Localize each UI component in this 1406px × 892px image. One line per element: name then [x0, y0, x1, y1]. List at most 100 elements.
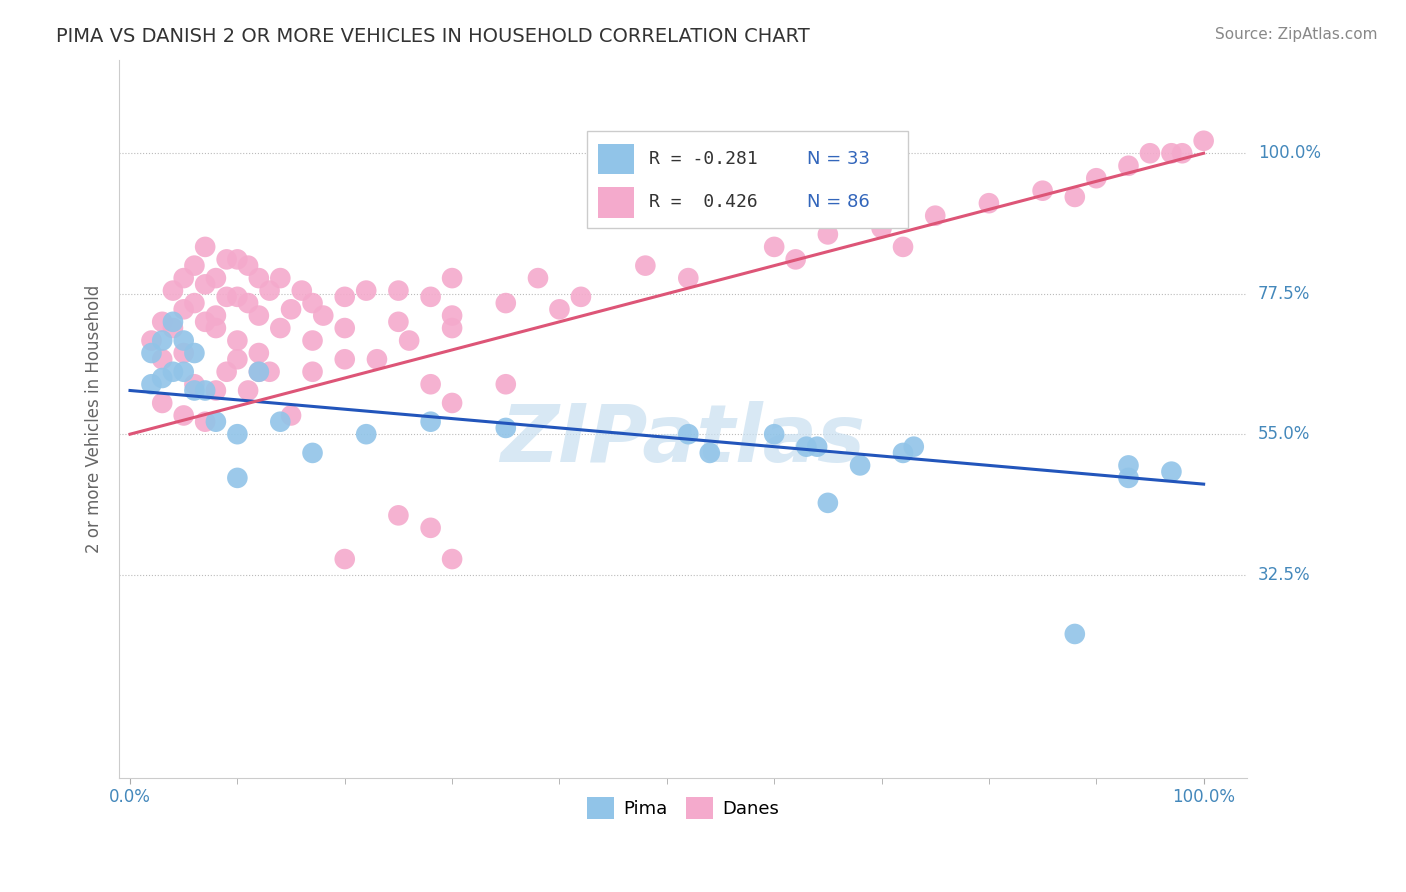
- Point: [903, 440, 925, 454]
- Point: [194, 277, 217, 292]
- Point: [226, 352, 249, 367]
- Point: [1160, 465, 1182, 479]
- Point: [634, 259, 657, 273]
- Point: [226, 252, 249, 267]
- Point: [205, 271, 228, 285]
- Point: [891, 240, 914, 254]
- Point: [419, 415, 441, 429]
- Point: [441, 552, 464, 566]
- Point: [150, 315, 173, 329]
- Point: [301, 446, 323, 460]
- Point: [849, 458, 872, 473]
- Point: [205, 309, 228, 323]
- Point: [312, 309, 335, 323]
- Point: [247, 365, 270, 379]
- Point: [441, 321, 464, 335]
- Point: [495, 296, 517, 310]
- Point: [419, 377, 441, 392]
- Point: [1160, 146, 1182, 161]
- Point: [162, 365, 184, 379]
- Text: 55.0%: 55.0%: [1258, 425, 1310, 443]
- Point: [280, 302, 302, 317]
- Point: [173, 334, 195, 348]
- Point: [194, 384, 217, 398]
- Text: Source: ZipAtlas.com: Source: ZipAtlas.com: [1215, 27, 1378, 42]
- Point: [333, 290, 356, 304]
- Text: N = 86: N = 86: [807, 193, 870, 211]
- Point: [226, 427, 249, 442]
- Point: [419, 521, 441, 535]
- Point: [527, 271, 550, 285]
- Point: [173, 302, 195, 317]
- Point: [194, 415, 217, 429]
- Point: [495, 421, 517, 435]
- Point: [247, 309, 270, 323]
- Point: [796, 440, 818, 454]
- FancyBboxPatch shape: [599, 187, 634, 218]
- Point: [183, 384, 205, 398]
- Text: 77.5%: 77.5%: [1258, 285, 1310, 302]
- Point: [785, 252, 807, 267]
- Point: [806, 440, 828, 454]
- Point: [441, 396, 464, 410]
- Point: [301, 296, 323, 310]
- FancyBboxPatch shape: [588, 131, 908, 228]
- Point: [162, 315, 184, 329]
- Point: [205, 321, 228, 335]
- Point: [269, 271, 291, 285]
- Point: [398, 334, 420, 348]
- Text: PIMA VS DANISH 2 OR MORE VEHICLES IN HOUSEHOLD CORRELATION CHART: PIMA VS DANISH 2 OR MORE VEHICLES IN HOU…: [56, 27, 810, 45]
- Point: [333, 321, 356, 335]
- Point: [817, 227, 839, 242]
- Point: [354, 427, 377, 442]
- Point: [977, 196, 1000, 211]
- Point: [173, 271, 195, 285]
- Point: [678, 427, 700, 442]
- Point: [141, 377, 163, 392]
- Point: [699, 446, 721, 460]
- Point: [354, 284, 377, 298]
- Point: [817, 496, 839, 510]
- Point: [1032, 184, 1054, 198]
- Point: [1085, 171, 1108, 186]
- Point: [1063, 190, 1085, 204]
- Point: [215, 252, 238, 267]
- Point: [387, 508, 409, 523]
- Point: [763, 427, 786, 442]
- Point: [301, 365, 323, 379]
- Point: [269, 415, 291, 429]
- Point: [291, 284, 314, 298]
- Point: [173, 409, 195, 423]
- Point: [247, 271, 270, 285]
- Point: [548, 302, 571, 317]
- Point: [441, 309, 464, 323]
- Point: [569, 290, 592, 304]
- Text: 32.5%: 32.5%: [1258, 566, 1310, 583]
- Point: [495, 377, 517, 392]
- Point: [247, 346, 270, 360]
- Point: [162, 321, 184, 335]
- Legend: Pima, Danes: Pima, Danes: [581, 789, 786, 826]
- Point: [259, 365, 281, 379]
- Point: [215, 290, 238, 304]
- Text: N = 33: N = 33: [807, 150, 870, 168]
- Point: [1118, 458, 1140, 473]
- Point: [763, 240, 786, 254]
- Point: [236, 259, 259, 273]
- FancyBboxPatch shape: [599, 145, 634, 175]
- Point: [162, 284, 184, 298]
- Point: [870, 221, 893, 235]
- Point: [141, 346, 163, 360]
- Point: [1118, 159, 1140, 173]
- Point: [183, 296, 205, 310]
- Point: [441, 271, 464, 285]
- Point: [301, 334, 323, 348]
- Point: [236, 384, 259, 398]
- Point: [1118, 471, 1140, 485]
- Point: [366, 352, 388, 367]
- Point: [194, 315, 217, 329]
- Point: [1063, 627, 1085, 641]
- Point: [226, 334, 249, 348]
- Point: [205, 415, 228, 429]
- Point: [269, 321, 291, 335]
